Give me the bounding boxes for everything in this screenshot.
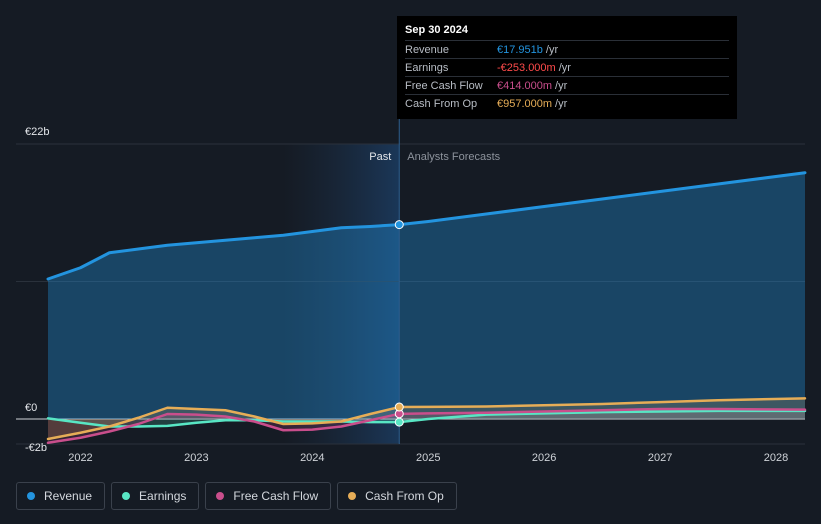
tooltip-row-value: €957.000m (497, 97, 553, 110)
tooltip-row-label: Free Cash Flow (405, 79, 483, 92)
legend-dot-icon (27, 492, 35, 500)
tooltip-row-value: €17.951b (497, 43, 543, 56)
gridlines (16, 143, 805, 445)
line-revenue (46, 171, 807, 281)
past-highlight-band (283, 144, 400, 444)
x-tick-label: 2024 (300, 452, 324, 464)
tooltip-row: Cash From Op €957.000m/yr (405, 94, 729, 112)
tooltip-row-unit: /yr (555, 97, 568, 110)
y-axis: €22b €0 -€2b (25, 126, 49, 454)
legend-label: Free Cash Flow (233, 489, 319, 503)
area-earnings (48, 410, 805, 427)
series-lines (46, 171, 807, 444)
y-tick-label: -€2b (25, 442, 47, 454)
tooltip-row-label: Earnings (405, 61, 449, 74)
legend-dot-icon (122, 492, 131, 500)
tooltip: Sep 30 2024 Revenue €17.951b/yr Earnings -€… (397, 16, 737, 119)
area-revenue (48, 172, 805, 419)
legend-dot-icon (348, 492, 357, 500)
legend-item-revenue[interactable]: Revenue (16, 482, 106, 510)
legend: Revenue Earnings Free Cash Flow Cash From O… (16, 482, 457, 510)
tooltip-row-label: Revenue (405, 43, 450, 56)
marker-cash-from-op[interactable] (394, 402, 404, 412)
marker-revenue[interactable] (394, 220, 404, 230)
legend-item-earnings[interactable]: Earnings (111, 482, 200, 510)
marker-earnings[interactable] (394, 417, 404, 427)
x-tick-label: 2022 (68, 452, 92, 464)
tooltip-row-unit: /yr (545, 43, 559, 56)
x-tick-label: 2026 (532, 452, 556, 464)
tooltip-row: Earnings -€253.000m/yr (405, 58, 729, 76)
legend-dot-icon (216, 492, 225, 500)
x-tick-label: 2023 (184, 452, 208, 464)
tooltip-row: Revenue €17.951b/yr (405, 40, 729, 58)
tooltip-row-label: Cash From Op (405, 97, 478, 110)
legend-item-free-cash-flow[interactable]: Free Cash Flow (205, 482, 332, 510)
legend-item-cash-from-op[interactable]: Cash From Op (337, 482, 457, 510)
tooltip-row-unit: /yr (558, 61, 571, 74)
y-tick-label: €22b (25, 126, 49, 138)
legend-label: Earnings (139, 489, 187, 503)
series-markers (394, 220, 404, 427)
x-tick-label: 2025 (416, 452, 440, 464)
legend-label: Revenue (44, 489, 93, 503)
x-tick-label: 2028 (764, 452, 788, 464)
area-free-cash-flow (48, 409, 805, 443)
past-region-label: Past (369, 151, 391, 163)
x-axis: 2022 2023 2024 2025 2026 2027 2028 (68, 452, 788, 464)
tooltip-row-value: €414.000m (497, 79, 553, 92)
tooltip-date: Sep 30 2024 (405, 24, 468, 36)
legend-label: Cash From Op (365, 489, 444, 503)
y-tick-label: €0 (25, 402, 37, 414)
line-cash-from-op (46, 397, 807, 441)
tooltip-row-value: -€253.000m (497, 61, 556, 74)
forecast-region-label: Analysts Forecasts (407, 151, 500, 163)
line-free-cash-flow (46, 407, 807, 444)
tooltip-row-unit: /yr (555, 79, 568, 92)
x-tick-label: 2027 (648, 452, 672, 464)
tooltip-row: Free Cash Flow €414.000m/yr (405, 76, 729, 94)
